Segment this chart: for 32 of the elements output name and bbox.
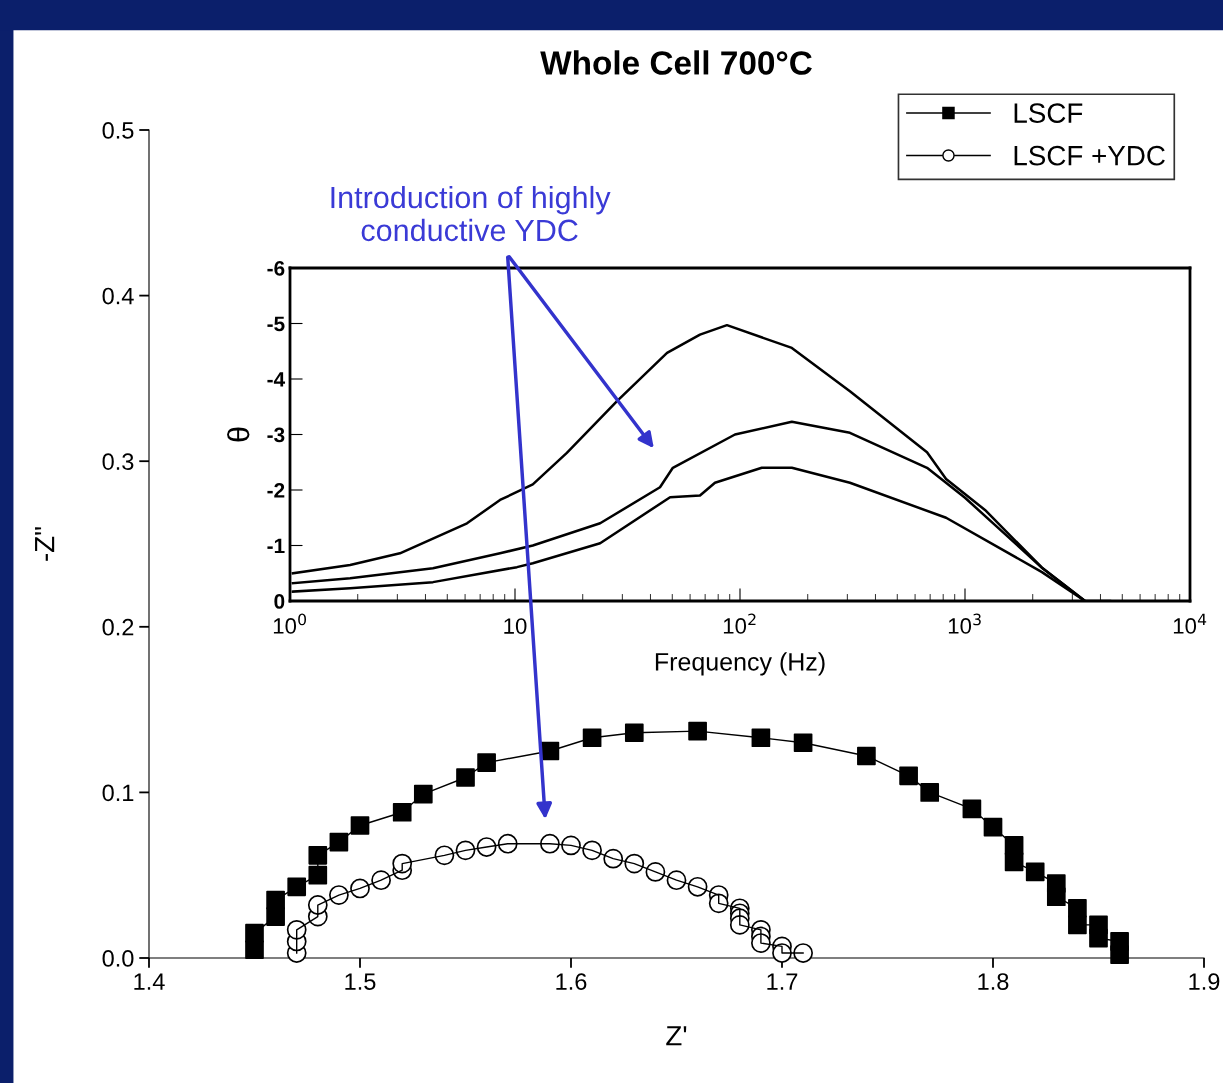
y-axis-title: -Z" <box>35 527 55 561</box>
y-tick-label: -3 <box>267 427 285 443</box>
y-tick-label: 0.5 <box>102 122 134 139</box>
x-tick-label: 10$^{4}$ <box>1173 613 1207 634</box>
y-tick-label: -5 <box>267 316 285 332</box>
legend-label: LSCF +YDC <box>1014 145 1165 166</box>
x-tick-label: 1.9 <box>1189 973 1220 990</box>
y-axis-title: θ <box>227 427 250 442</box>
x-tick-label: 10$^{3}$ <box>948 613 981 634</box>
x-tick-label: 1.4 <box>134 973 165 990</box>
x-tick-label: 10$^{2}$ <box>723 613 756 634</box>
x-tick-label: 1.5 <box>345 973 376 990</box>
x-tick-label: 10 <box>504 618 527 634</box>
annotation: Introduction of highly conductive YDC <box>331 185 611 242</box>
x-axis-title: Frequency (Hz) <box>655 652 825 676</box>
x-axis-title: Z' <box>666 1026 687 1046</box>
y-tick-label: -6 <box>267 261 285 276</box>
y-tick-label: -2 <box>267 483 285 498</box>
x-tick-label: 10$^{0}$ <box>273 613 307 634</box>
y-tick-label: 0.2 <box>102 618 134 636</box>
y-tick-label: 0.4 <box>102 287 134 305</box>
y-tick-label: 0.0 <box>102 950 134 967</box>
y-tick-label: -4 <box>267 372 286 387</box>
x-tick-label: 1.7 <box>767 973 798 990</box>
chart-title: Whole Cell 700°C <box>540 50 812 75</box>
x-tick-label: 1.6 <box>556 973 587 990</box>
y-tick-label: -1 <box>267 538 285 554</box>
x-tick-label: 1.8 <box>978 973 1009 990</box>
legend-label: LSCF <box>1014 103 1083 123</box>
y-tick-label: 0.1 <box>102 784 134 802</box>
y-tick-label: 0 <box>274 594 285 609</box>
y-tick-label: 0.3 <box>102 453 134 470</box>
